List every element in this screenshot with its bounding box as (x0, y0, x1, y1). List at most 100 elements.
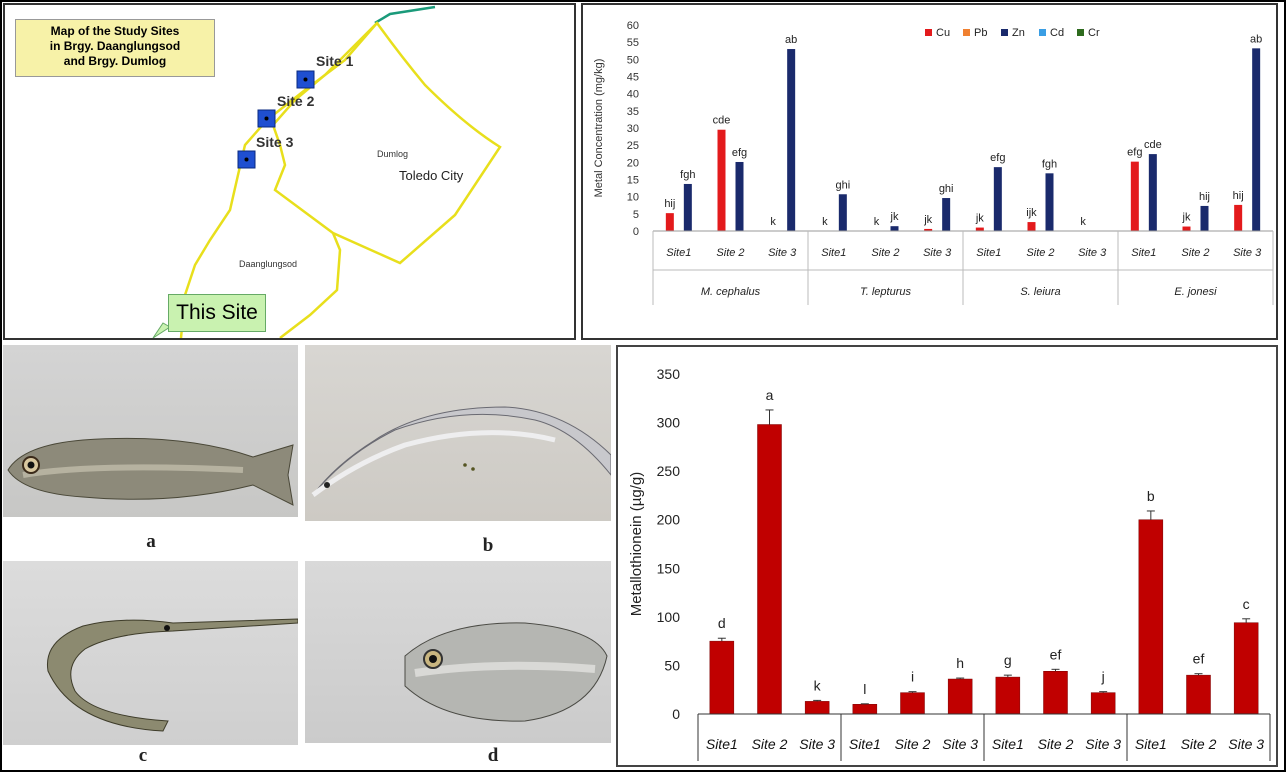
mt-y-tick-label-5: 250 (657, 463, 681, 479)
site-2-label: Site 2 (277, 93, 315, 109)
photo-a-label: a (146, 531, 156, 552)
map-title-line-3: and Brgy. Dumlog (63, 54, 167, 68)
bar-annotation-cu-9: efg (1127, 147, 1142, 159)
y-tick-label-8: 40 (627, 89, 639, 101)
mt-y-tick-label-6: 300 (657, 415, 681, 431)
this-site-pointer (152, 322, 171, 338)
metal-concentration-chart-panel: 0 5 10 15 20 25 30 35 40 45 50 55 60 Metal Concentrat… (581, 3, 1278, 340)
y-tick-label-2: 10 (627, 192, 639, 204)
photo-b-fish (311, 406, 611, 497)
mt-letter-11: c (1243, 596, 1250, 612)
y-tick-label-1: 5 (633, 209, 639, 221)
mt-letter-5: h (956, 655, 964, 671)
mt-x-category-label-6: Site1 (992, 736, 1024, 752)
mt-y-tick-label-4: 200 (657, 512, 681, 528)
bar-cu-9 (1130, 161, 1139, 231)
mt-letter-1: a (766, 387, 774, 403)
mt-letter-3: l (863, 681, 866, 697)
bar-zn-1 (735, 161, 744, 231)
mt-y-tick-label-0: 0 (672, 706, 680, 722)
bar-annotation-cu-7: ijk (1026, 207, 1037, 219)
bar-annotation-cu-2: k (770, 216, 776, 228)
southern-boundary (279, 232, 342, 338)
mt-bar-0 (709, 640, 735, 715)
bar-annotation-cu-11: hij (1233, 190, 1244, 202)
bar-zn-4 (890, 226, 899, 231)
group-label-3: E. jonesi (1174, 286, 1217, 298)
mt-bar-2 (804, 701, 830, 715)
metallothionein-chart: 0 50 100 150 200 250 300 350 Metallothionein (µg… (628, 366, 1271, 761)
y-tick-label-12: 60 (627, 20, 639, 32)
bar-annotation-cu-1: cde (713, 115, 731, 127)
bar-cu-0 (665, 213, 674, 231)
mt-x-category-label-2: Site 3 (799, 736, 835, 752)
mt-letter-8: j (1101, 669, 1105, 685)
x-category-label-1: Site 2 (716, 247, 744, 259)
bar-zn-3 (838, 194, 847, 231)
mt-bar-1 (757, 424, 782, 715)
site-3-label: Site 3 (256, 134, 294, 150)
photo-b-label: b (482, 535, 494, 556)
mt-y-axis-title: Metallothionein (µg/g) (628, 472, 645, 617)
bar-zn-9 (1148, 154, 1157, 231)
photo-d (305, 561, 611, 743)
group-label-2: S. leiura (1020, 286, 1060, 298)
x-category-label-5: Site 3 (923, 247, 952, 259)
legend-label-cd: Cd (1050, 27, 1064, 39)
mt-bar-11 (1233, 622, 1259, 715)
bar-zn-5 (942, 198, 951, 231)
y-tick-label-10: 50 (627, 54, 639, 66)
x-category-label-9: Site1 (1131, 247, 1156, 259)
bar-annotation-zn-0: fgh (680, 169, 695, 181)
group-label-1: T. lepturus (860, 286, 911, 298)
mt-letter-0: d (718, 615, 726, 631)
photo-d-label: d (487, 745, 499, 766)
legend-label-pb: Pb (974, 27, 987, 39)
legend-swatch-cr (1077, 29, 1084, 36)
map-svg: Site 1 Site 2 Site 3 Dumlog Toledo City … (152, 5, 502, 338)
photo-b (305, 345, 611, 521)
mt-x-category-label-11: Site 3 (1228, 736, 1264, 752)
bar-annotation-zn-6: efg (990, 152, 1005, 164)
mt-bar-8 (1090, 692, 1116, 715)
y-tick-label-7: 35 (627, 106, 639, 118)
photo-a (3, 345, 298, 517)
x-category-label-0: Site1 (666, 247, 691, 259)
bar-cu-7 (1027, 222, 1036, 231)
legend-label-zn: Zn (1012, 27, 1025, 39)
mt-x-category-label-3: Site1 (849, 736, 881, 752)
bar-annotation-cu-0: hij (664, 198, 675, 210)
y-tick-label-11: 55 (627, 37, 639, 49)
site-1-dot (303, 77, 308, 82)
study-site-map: Site 1 Site 2 Site 3 Dumlog Toledo City … (3, 3, 576, 340)
mt-y-tick-label-2: 100 (657, 609, 681, 625)
bar-annotation-cu-4: k (874, 216, 880, 228)
y-tick-label-0: 0 (633, 226, 639, 238)
mt-x-category-label-4: Site 2 (895, 736, 931, 752)
x-category-label-10: Site 2 (1181, 247, 1209, 259)
legend-swatch-cu (925, 29, 932, 36)
mt-bar-4 (900, 692, 925, 715)
bar-annotation-zn-3: ghi (835, 179, 850, 191)
photo-d-fish (404, 622, 608, 722)
bar-zn-10 (1200, 205, 1209, 231)
mt-letter-6: g (1004, 652, 1012, 668)
bar-annotation-zn-9: cde (1144, 139, 1162, 151)
fish-photo-panel: a b c d (3, 345, 611, 766)
y-tick-label-3: 15 (627, 175, 639, 187)
group-label-0: M. cephalus (701, 286, 761, 298)
legend-label-cr: Cr (1088, 27, 1100, 39)
mt-y-tick-label-7: 350 (657, 366, 681, 382)
photo-c-label: c (138, 745, 148, 766)
mt-y-tick-label-3: 150 (657, 560, 681, 576)
y-tick-label-6: 30 (627, 123, 639, 135)
map-title-line-2: in Brgy. Daanglungsod (49, 39, 181, 53)
legend-label-cu: Cu (936, 27, 950, 39)
bar-annotation-cu-6: jk (975, 213, 984, 225)
mt-x-category-label-8: Site 3 (1085, 736, 1121, 752)
bar-zn-11 (1252, 48, 1261, 232)
mt-x-category-label-9: Site1 (1135, 736, 1167, 752)
mt-letter-9: b (1147, 488, 1155, 504)
bar-annotation-zn-2: ab (785, 34, 797, 46)
bar-annotation-cu-3: k (822, 216, 828, 228)
